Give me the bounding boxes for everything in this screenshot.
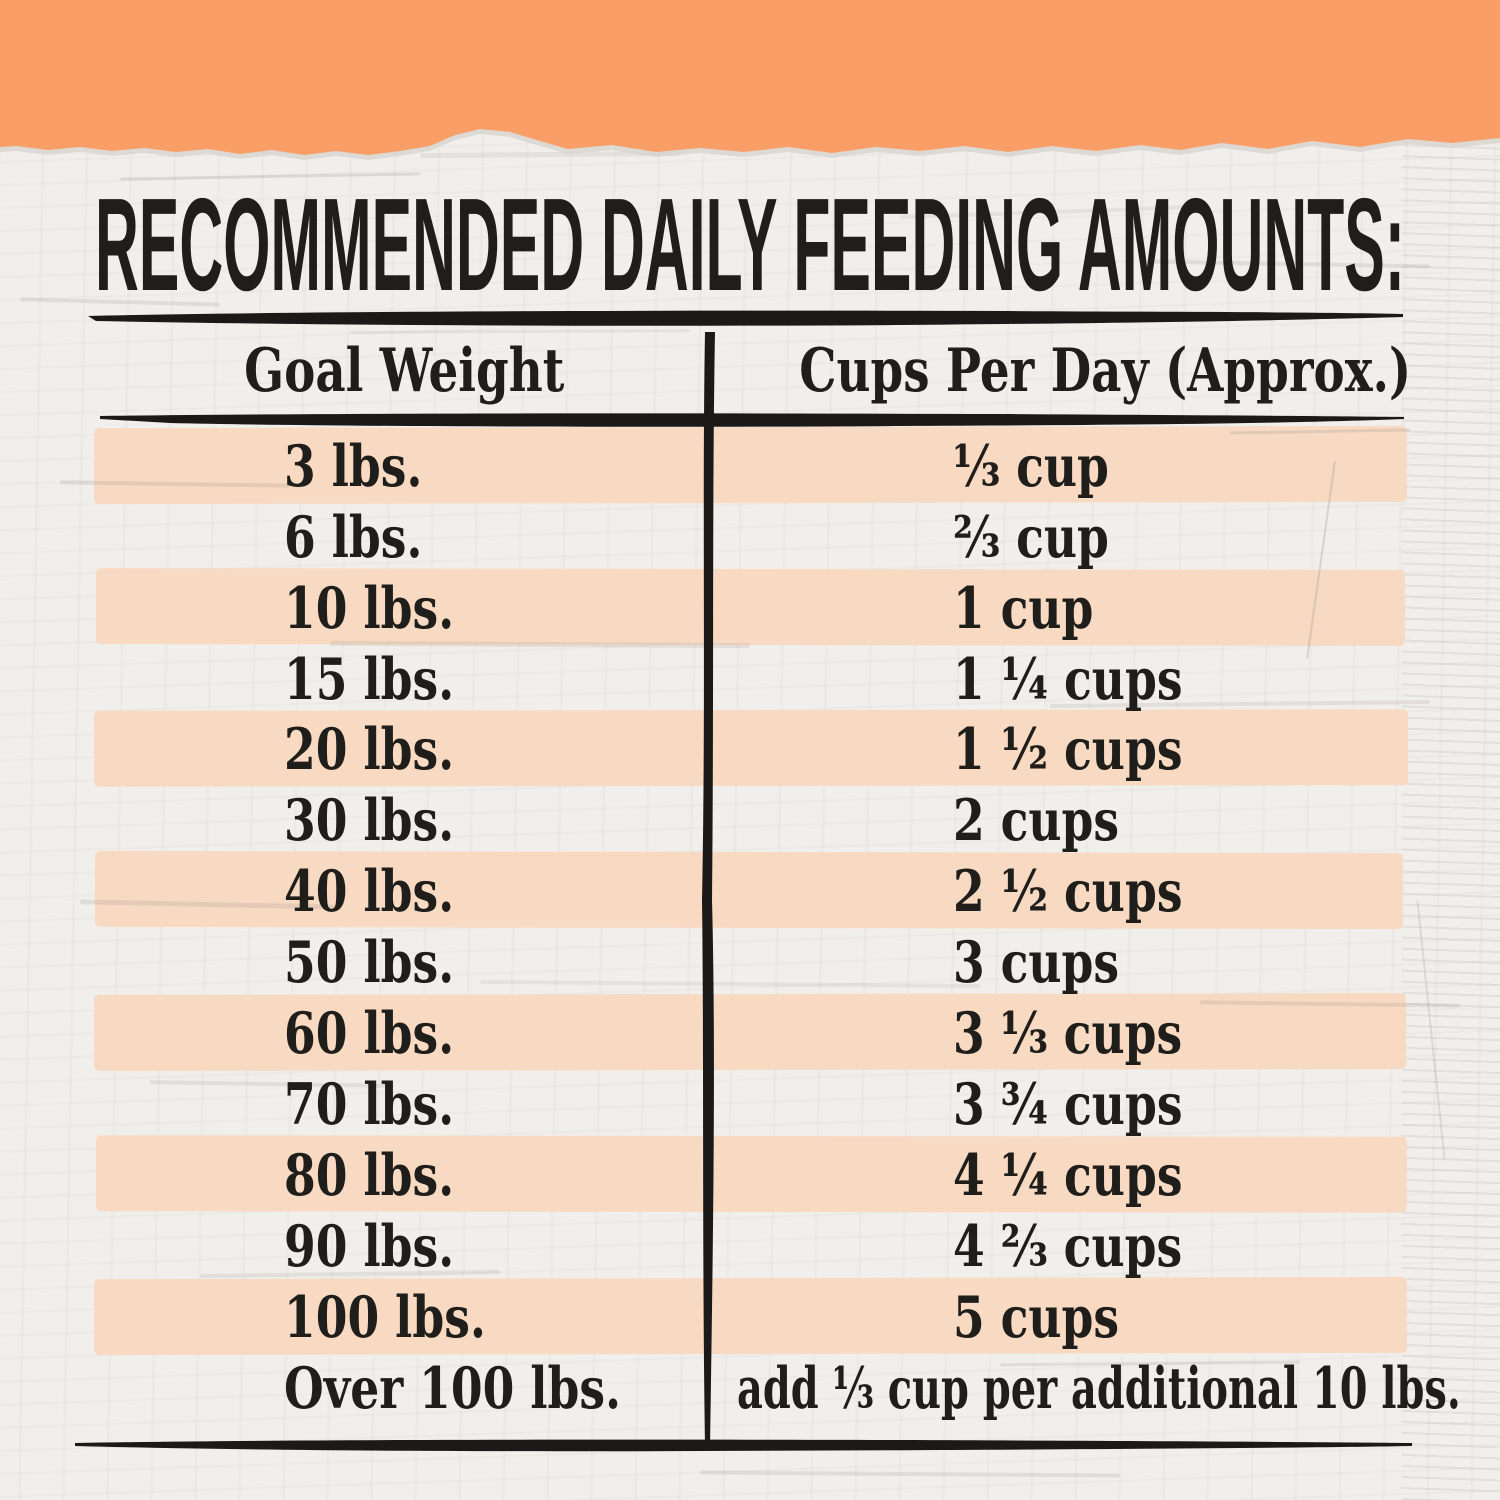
goal-weight-cell: 10 lbs.	[284, 575, 455, 642]
goal-weight-cell: 40 lbs.	[284, 858, 455, 925]
cups-cell: 1 ¼ cups	[953, 646, 1183, 713]
goal-weight-cell: 6 lbs.	[284, 504, 423, 571]
torn-paper-edge	[0, 0, 1500, 160]
cups-cell: 4 ¼ cups	[953, 1142, 1183, 1209]
column-header-cups-per-day: Cups Per Day (Approx.)	[799, 336, 1412, 406]
cups-cell: 3 ⅓ cups	[953, 1000, 1183, 1067]
cups-cell: 4 ⅔ cups	[953, 1213, 1183, 1280]
cups-cell: ⅓ cup	[953, 433, 1109, 500]
cups-cell: 1 cup	[953, 575, 1094, 642]
goal-weight-cell: 3 lbs.	[284, 433, 423, 500]
goal-weight-cell: Over 100 lbs.	[284, 1355, 621, 1422]
goal-weight-cell: 90 lbs.	[284, 1213, 455, 1280]
cups-cell: 2 ½ cups	[953, 858, 1183, 925]
goal-weight-cell: 100 lbs.	[284, 1284, 486, 1351]
goal-weight-cell: 20 lbs.	[284, 716, 455, 783]
cups-cell: ⅔ cup	[953, 504, 1109, 571]
paper-texture	[1402, 140, 1500, 1500]
column-header-goal-weight: Goal Weight	[243, 336, 565, 406]
page-title: RECOMMENDED DAILY FEEDING AMOUNTS:	[95, 187, 1405, 317]
goal-weight-cell: 30 lbs.	[284, 787, 455, 854]
goal-weight-cell: 50 lbs.	[284, 929, 455, 996]
cups-cell: 3 cups	[953, 929, 1120, 996]
goal-weight-cell: 15 lbs.	[284, 646, 455, 713]
goal-weight-cell: 80 lbs.	[284, 1142, 455, 1209]
cups-cell: 2 cups	[953, 787, 1120, 854]
goal-weight-cell: 70 lbs.	[284, 1071, 455, 1138]
cups-cell: 1 ½ cups	[953, 716, 1183, 783]
cups-cell: 3 ¾ cups	[953, 1071, 1183, 1138]
page-title-block: RECOMMENDED DAILY FEEDING AMOUNTS:	[95, 171, 1405, 321]
cups-cell: add ⅓ cup per additional 10 lbs.	[737, 1355, 1461, 1422]
cups-cell: 5 cups	[953, 1284, 1120, 1351]
goal-weight-cell: 60 lbs.	[284, 1000, 455, 1067]
